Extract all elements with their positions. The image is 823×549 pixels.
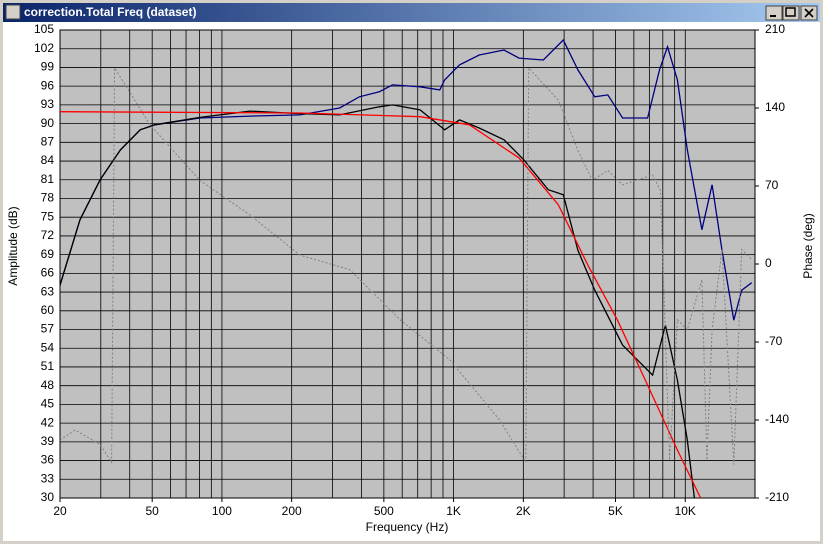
y-tick-label: 33 (41, 471, 55, 485)
x-tick-label: 200 (282, 504, 302, 518)
y-tick-label: 69 (41, 247, 55, 261)
y-tick-label: 87 (41, 134, 55, 148)
y-tick-label: 60 (41, 303, 55, 317)
title-bar (3, 3, 820, 22)
y2-tick-label: 140 (765, 100, 785, 114)
x-tick-label: 1K (446, 504, 461, 518)
y-tick-label: 84 (41, 153, 55, 167)
y-tick-label: 75 (41, 209, 55, 223)
x-tick-label: 10K (675, 504, 696, 518)
y2-tick-label: 210 (765, 22, 785, 36)
y2-axis-label: Phase (deg) (801, 213, 815, 278)
y-tick-label: 81 (41, 172, 55, 186)
y-tick-label: 90 (41, 116, 55, 130)
x-tick-label: 20 (53, 504, 67, 518)
close-button[interactable] (800, 5, 818, 21)
app-icon (5, 4, 21, 20)
y-tick-label: 78 (41, 191, 55, 205)
y-tick-label: 93 (41, 97, 55, 111)
y-tick-label: 105 (34, 22, 54, 36)
y-tick-label: 102 (34, 41, 54, 55)
y-tick-label: 36 (41, 453, 55, 467)
y-tick-label: 99 (41, 60, 55, 74)
y-tick-label: 57 (41, 322, 55, 336)
x-tick-label: 5K (608, 504, 623, 518)
minimize-button[interactable] (765, 5, 783, 21)
window-title: correction.Total Freq (dataset) (24, 5, 196, 19)
y2-tick-label: -70 (765, 334, 783, 348)
y-tick-label: 39 (41, 434, 55, 448)
y-tick-label: 72 (41, 228, 55, 242)
y-tick-label: 51 (41, 359, 55, 373)
y-tick-label: 42 (41, 415, 55, 429)
series-line (60, 104, 696, 498)
series-line (60, 111, 702, 498)
y-tick-label: 30 (41, 490, 55, 504)
y2-tick-label: 0 (765, 256, 772, 270)
x-tick-label: 2K (516, 504, 531, 518)
x-axis-label: Frequency (Hz) (366, 520, 449, 534)
y-tick-label: 54 (41, 340, 55, 354)
y2-tick-label: 70 (765, 178, 779, 192)
y-tick-label: 96 (41, 78, 55, 92)
maximize-button[interactable] (782, 5, 800, 21)
y2-tick-label: -140 (765, 412, 789, 426)
y-tick-label: 48 (41, 378, 55, 392)
x-tick-label: 100 (212, 504, 232, 518)
y-tick-label: 45 (41, 397, 55, 411)
y-axis-label: Amplitude (dB) (6, 206, 20, 285)
x-tick-label: 50 (146, 504, 160, 518)
y-tick-label: 63 (41, 284, 55, 298)
y2-tick-label: -210 (765, 490, 789, 504)
series-line (60, 66, 753, 465)
x-tick-label: 500 (374, 504, 394, 518)
plot-area (59, 29, 756, 499)
y-tick-label: 66 (41, 266, 55, 280)
